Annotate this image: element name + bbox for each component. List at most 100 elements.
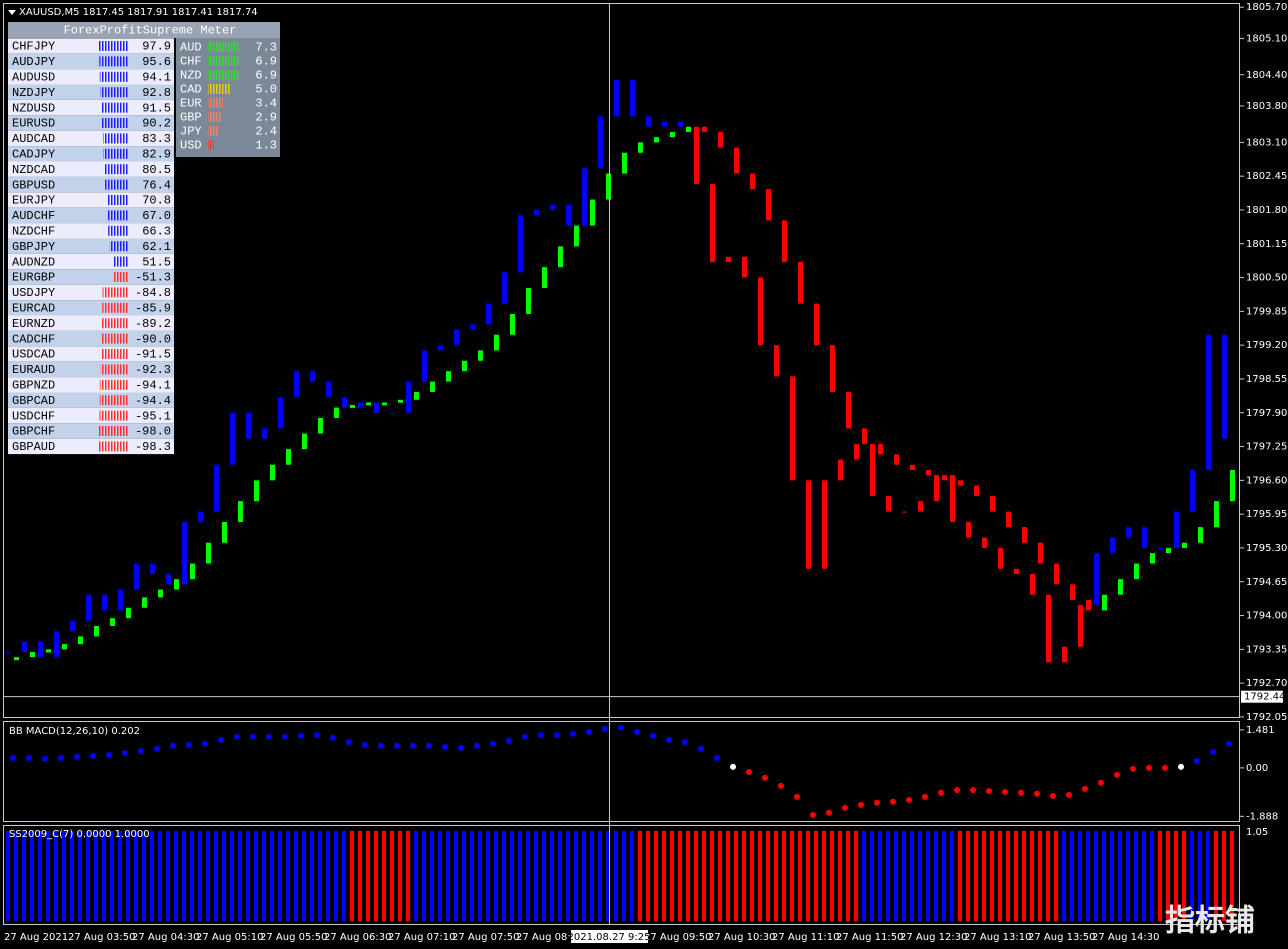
ss-bar	[1182, 831, 1186, 921]
ss-bar	[502, 831, 506, 921]
ss-bar	[838, 831, 842, 921]
meter-row	[8, 423, 174, 439]
pair-value: -98.3	[135, 440, 171, 454]
ss-bar	[62, 831, 66, 921]
macd-dot	[1066, 791, 1072, 798]
y-tick-label: 1804.40	[1246, 70, 1287, 81]
ss-bar	[190, 831, 194, 921]
macd-dot	[1146, 764, 1152, 771]
candle	[934, 475, 939, 502]
pair-strength-bar	[100, 349, 128, 359]
trend-bar	[318, 417, 323, 434]
trend-bar	[702, 126, 707, 132]
pair-value: 76.4	[142, 178, 171, 192]
pair-strength-bar	[106, 195, 128, 205]
trend-bar	[222, 521, 227, 543]
trend-bar	[766, 189, 771, 221]
candle	[1110, 537, 1115, 554]
ss-bar	[726, 831, 730, 921]
ss-bar	[454, 831, 458, 921]
macd-dot	[778, 782, 784, 789]
y-tick-label: 1792.70	[1246, 678, 1287, 689]
ss-bar	[22, 831, 26, 921]
ss-bar	[886, 831, 890, 921]
macd-dot	[170, 742, 176, 749]
candle	[54, 631, 59, 658]
ss-bar	[174, 831, 178, 921]
x-tick-label: 27 Aug 04:30	[132, 932, 199, 943]
ss-bar	[430, 831, 434, 921]
ss-bar	[686, 831, 690, 921]
pair-value: -94.4	[135, 394, 171, 408]
pair-strength-bar	[103, 148, 128, 159]
macd-dot	[394, 742, 400, 749]
macd-dot	[74, 753, 80, 760]
macd-dot	[794, 793, 800, 800]
trend-bar	[862, 428, 867, 444]
ss-bar	[918, 831, 922, 921]
y-tick-label: 1805.70	[1246, 2, 1287, 13]
meter-row	[8, 53, 174, 70]
trend-bar	[670, 131, 675, 138]
candle	[150, 563, 155, 574]
pair-strength-bar	[108, 225, 128, 236]
ss-bar	[310, 831, 314, 921]
ss-bar	[1166, 831, 1170, 921]
ss-bar	[982, 831, 986, 921]
ss-bar	[1078, 831, 1082, 921]
trend-bar	[30, 651, 35, 658]
meter-row	[8, 146, 174, 162]
pair-name: CADJPY	[12, 147, 55, 161]
ss-bar	[94, 831, 98, 921]
candle	[582, 168, 587, 226]
pair-strength-bar	[99, 379, 128, 390]
pair-value: 90.2	[142, 117, 171, 131]
trend-bar	[462, 360, 467, 372]
pair-name: AUDNZD	[12, 255, 55, 269]
currency-value: 2.4	[255, 125, 277, 139]
macd-dot	[858, 801, 864, 808]
trend-bar	[494, 334, 499, 351]
macd-dot	[954, 786, 960, 793]
macd-dot	[1226, 740, 1232, 747]
macd-dot	[218, 736, 224, 743]
ss-bar	[678, 831, 682, 921]
trend-bar	[238, 501, 243, 522]
trend-bar	[910, 464, 915, 470]
macd-dot	[42, 755, 48, 762]
y-tick-label: 0.00	[1246, 763, 1268, 774]
macd-dot	[890, 798, 896, 805]
y-tick-label: 1802.45	[1246, 171, 1287, 182]
pair-strength-bar	[103, 133, 128, 144]
y-tick-label: 1.481	[1246, 725, 1275, 736]
macd-dot	[922, 793, 928, 800]
ss-bar	[582, 831, 586, 921]
candle	[118, 589, 123, 611]
ss-bar	[1070, 831, 1074, 921]
main-panel	[3, 3, 1240, 718]
currency-value: 6.9	[255, 55, 277, 69]
crosshair-price-label: 1792.44	[1244, 692, 1285, 703]
trend-bar	[686, 126, 691, 132]
candle	[1078, 605, 1083, 647]
currency-value: 1.3	[255, 139, 277, 153]
candle	[1062, 646, 1067, 663]
ss-bar	[1230, 831, 1234, 921]
meter-row	[8, 330, 174, 347]
trend-bar	[750, 173, 755, 190]
currency-name: AUD	[180, 41, 202, 55]
macd-dot	[474, 742, 480, 749]
x-tick-label: 27 Aug 09:50	[644, 932, 711, 943]
ss-bar	[1118, 831, 1122, 921]
candle	[1222, 334, 1227, 439]
ss-bar	[318, 831, 322, 921]
trend-bar	[894, 454, 899, 465]
ss-bar	[70, 831, 74, 921]
pair-value: 82.9	[142, 147, 171, 161]
symbol-menu-icon[interactable]	[8, 10, 16, 15]
candle	[310, 371, 315, 382]
trend-bar	[606, 173, 611, 200]
macd-dot	[714, 754, 720, 761]
ss-bar	[774, 831, 778, 921]
y-tick-label: 1799.20	[1246, 340, 1287, 351]
